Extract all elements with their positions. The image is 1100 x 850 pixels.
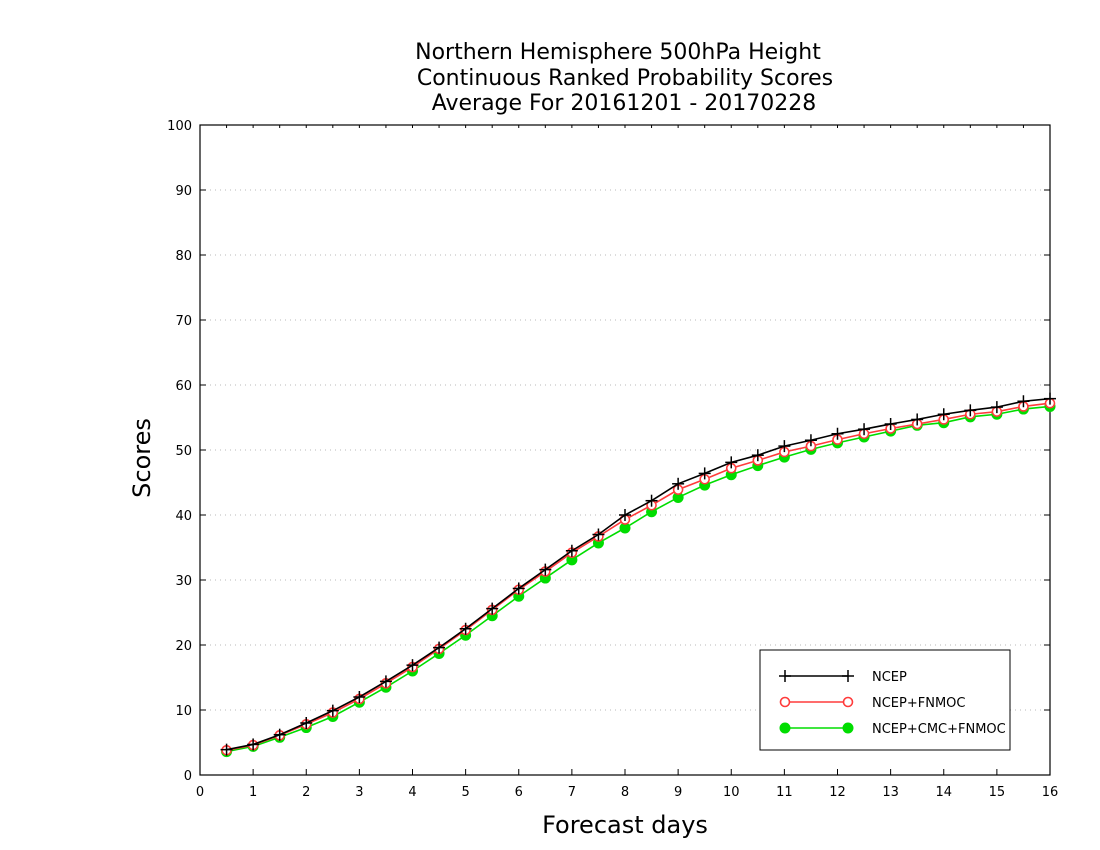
x-axis-label: Forecast days — [542, 811, 708, 839]
data-point — [486, 602, 499, 615]
data-point — [247, 738, 260, 751]
data-point — [220, 743, 233, 756]
chart-title: Northern Hemisphere 500hPa Height Contin… — [415, 40, 833, 116]
x-tick-label: 16 — [1042, 785, 1059, 800]
data-point — [433, 641, 446, 654]
data-point — [831, 427, 844, 440]
legend-label: NCEP+CMC+FNMOC — [872, 722, 1006, 737]
legend-swatch-marker — [842, 722, 854, 734]
legend-swatch-marker — [779, 722, 791, 734]
y-tick-label: 30 — [175, 574, 192, 589]
y-axis-label: Scores — [128, 418, 156, 498]
legend-swatch-marker — [842, 696, 854, 708]
y-axis: 0 10 20 30 40 50 60 70 80 90 100 — [167, 119, 1050, 784]
data-point — [539, 563, 552, 576]
data-point — [512, 582, 525, 595]
data-point — [698, 467, 711, 480]
legend-item: NCEP — [779, 670, 907, 685]
data-point — [751, 449, 764, 462]
x-tick-label: 9 — [674, 785, 682, 800]
data-point — [911, 413, 924, 426]
data-point — [619, 509, 631, 521]
data-point — [725, 456, 738, 469]
series-line — [226, 397, 1051, 751]
x-tick-label: 0 — [196, 785, 204, 800]
x-tick-label: 6 — [515, 785, 523, 800]
x-tick-label: 7 — [568, 785, 576, 800]
x-tick-label: 1 — [249, 785, 257, 800]
y-tick-label: 70 — [175, 314, 192, 329]
data-point — [300, 717, 313, 729]
legend-label: NCEP — [872, 670, 907, 685]
data-point — [353, 691, 366, 703]
data-point — [964, 404, 977, 417]
data-point — [273, 728, 286, 741]
y-tick-label: 40 — [175, 509, 192, 524]
y-tick-label: 100 — [167, 119, 192, 134]
data-point — [937, 408, 950, 421]
x-tick-label: 4 — [408, 785, 416, 800]
series-ncep — [220, 392, 1056, 756]
x-tick-label: 15 — [989, 785, 1006, 800]
data-point — [565, 544, 578, 557]
data-point — [672, 477, 685, 490]
y-tick-label: 10 — [175, 704, 192, 719]
series-layer — [220, 392, 1056, 758]
x-tick-label: 2 — [302, 785, 310, 800]
y-tick-label: 90 — [175, 184, 192, 199]
data-point — [645, 494, 658, 507]
data-point — [459, 622, 472, 635]
x-tick-label: 11 — [776, 785, 793, 800]
data-point — [1017, 395, 1030, 408]
data-point — [1044, 392, 1056, 405]
data-point — [778, 440, 791, 453]
data-point — [804, 434, 817, 447]
data-point — [326, 704, 339, 717]
x-tick-label: 8 — [621, 785, 629, 800]
legend-box — [759, 649, 1011, 751]
x-tick-label: 13 — [882, 785, 899, 800]
legend-swatch-marker — [779, 696, 791, 708]
data-point — [592, 528, 605, 541]
y-tick-label: 60 — [175, 379, 192, 394]
x-tick-label: 3 — [355, 785, 363, 800]
legend-swatch-marker — [779, 670, 791, 682]
y-tick-label: 50 — [175, 444, 192, 459]
x-tick-label: 14 — [935, 785, 952, 800]
legend-item: NCEP+FNMOC — [779, 696, 965, 711]
legend-swatch-marker — [842, 670, 854, 682]
legend-label: NCEP+FNMOC — [872, 696, 965, 711]
x-axis: 0 1 2 3 4 5 6 7 8 9 10 11 12 13 14 15 16 — [196, 125, 1058, 800]
grid — [200, 189, 1050, 711]
chart-title-line-1: Northern Hemisphere 500hPa Height — [415, 40, 821, 65]
data-point — [858, 423, 871, 436]
y-tick-label: 80 — [175, 249, 192, 264]
legend-item: NCEP+CMC+FNMOC — [779, 722, 1006, 737]
x-tick-label: 12 — [829, 785, 846, 800]
legend: NCEP NCEP+FNMOC NCEP+CMC+FNMOC — [759, 649, 1011, 751]
data-point — [990, 401, 1003, 414]
chart-title-line-2: Continuous Ranked Probability Scores — [417, 66, 833, 91]
data-point — [406, 659, 419, 672]
x-tick-label: 10 — [723, 785, 740, 800]
x-tick-label: 5 — [461, 785, 469, 800]
y-tick-label: 20 — [175, 639, 192, 654]
data-point — [379, 675, 392, 688]
data-point — [884, 418, 897, 430]
chart-title-line-3: Average For 20161201 - 20170228 — [432, 91, 817, 116]
y-tick-label: 0 — [184, 769, 192, 784]
